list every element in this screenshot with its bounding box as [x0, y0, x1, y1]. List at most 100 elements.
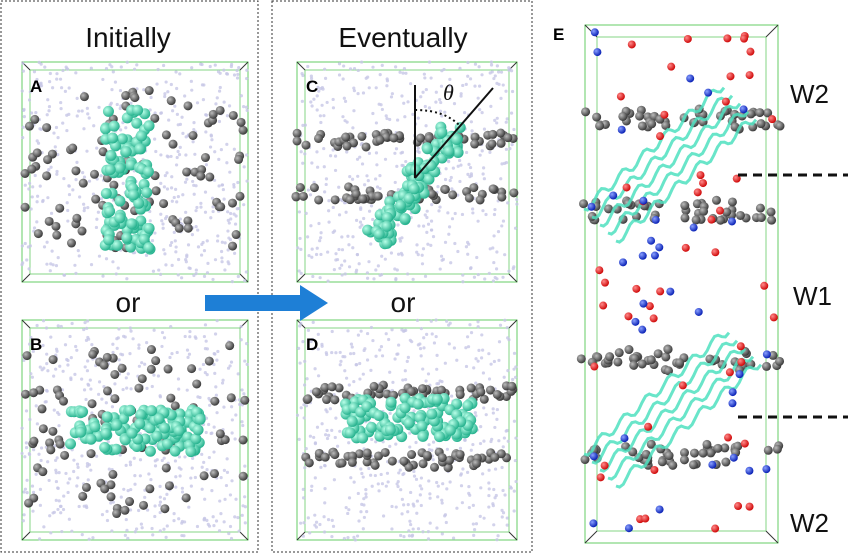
lipid [334, 383, 344, 393]
water [50, 249, 54, 253]
lipid [109, 180, 119, 190]
water [482, 127, 487, 131]
water [508, 146, 512, 151]
lipid [196, 171, 206, 181]
water [209, 431, 213, 436]
water [430, 448, 434, 452]
lipid [139, 500, 149, 510]
lipid [746, 109, 756, 119]
water [133, 482, 137, 486]
water [430, 332, 434, 336]
ion [711, 248, 720, 257]
water [195, 524, 200, 529]
water [183, 180, 188, 184]
water [414, 477, 419, 481]
lipid [24, 121, 34, 131]
lipid [301, 140, 311, 150]
water [49, 211, 54, 215]
water [175, 112, 179, 116]
water [330, 329, 334, 334]
water [215, 239, 220, 243]
water [200, 487, 204, 491]
water [38, 365, 42, 369]
middle-or: or [391, 287, 416, 318]
water [364, 488, 368, 492]
water [374, 440, 378, 444]
water [474, 357, 478, 361]
water [327, 209, 331, 213]
water [243, 495, 247, 499]
helix [591, 339, 739, 465]
lipid [605, 352, 615, 362]
water [118, 88, 123, 93]
water [315, 94, 319, 98]
water [338, 350, 342, 355]
lipid [163, 364, 173, 374]
water [342, 536, 346, 541]
water [129, 329, 133, 333]
helix [599, 102, 742, 228]
water [21, 135, 25, 140]
water [426, 222, 431, 226]
water [217, 119, 222, 124]
water [313, 367, 317, 371]
water [20, 89, 24, 93]
water [474, 522, 479, 526]
water [94, 454, 99, 458]
water [145, 341, 149, 345]
box-edge [508, 319, 518, 329]
water [459, 94, 463, 98]
water [194, 184, 198, 188]
water [341, 115, 345, 119]
water [305, 377, 309, 381]
water [56, 507, 60, 512]
water [500, 515, 504, 519]
water [374, 354, 378, 358]
water [86, 112, 90, 116]
water [469, 448, 473, 452]
water [347, 508, 351, 512]
lipid [210, 396, 220, 406]
water [65, 113, 69, 117]
water [212, 524, 216, 528]
lipid [330, 395, 340, 405]
ion [746, 47, 755, 56]
water [52, 408, 56, 412]
lipid [663, 344, 673, 354]
ion [745, 71, 754, 80]
water [22, 513, 26, 517]
water [122, 487, 126, 491]
lipid [46, 445, 56, 455]
water [245, 68, 249, 72]
water [243, 521, 247, 525]
water [493, 118, 497, 122]
water [150, 526, 154, 531]
water [309, 224, 313, 228]
water [319, 236, 323, 240]
water [416, 146, 420, 150]
water [99, 197, 104, 201]
water [369, 368, 373, 372]
peptide [99, 441, 111, 453]
water [21, 61, 25, 65]
water [477, 348, 481, 352]
water [419, 503, 423, 508]
water [489, 439, 493, 444]
water [408, 445, 412, 449]
water [464, 245, 469, 249]
lipid [55, 439, 65, 449]
water [472, 275, 477, 279]
water [73, 263, 77, 267]
water [162, 63, 166, 68]
water [471, 442, 475, 447]
water [125, 60, 129, 64]
water [424, 379, 428, 383]
water [158, 529, 162, 533]
water [319, 120, 323, 125]
water [466, 74, 470, 78]
water [192, 120, 196, 125]
lipid [320, 382, 330, 392]
lipid [756, 213, 766, 223]
water [497, 439, 501, 443]
